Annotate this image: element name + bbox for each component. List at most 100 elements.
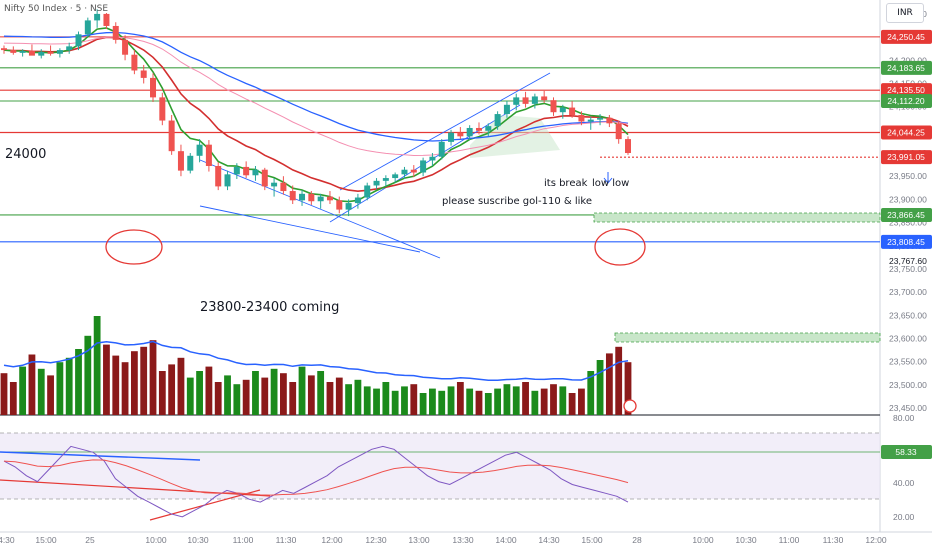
candle-body[interactable] (625, 139, 631, 154)
candle-body[interactable] (112, 25, 119, 40)
candle-body[interactable] (559, 107, 566, 113)
candle-body[interactable] (485, 126, 492, 131)
volume-bar (307, 375, 315, 415)
volume-bar (65, 357, 73, 415)
candle-body[interactable] (103, 13, 110, 26)
candle-body[interactable] (317, 196, 324, 202)
candle-body[interactable] (466, 127, 473, 137)
candle-body[interactable] (1, 48, 7, 51)
candle-body[interactable] (615, 123, 622, 140)
candle-body[interactable] (28, 51, 35, 56)
volume-bar (130, 351, 138, 415)
volume-bar (233, 384, 241, 415)
candle-body[interactable] (150, 77, 157, 98)
candle-body[interactable] (299, 193, 306, 201)
candle-body[interactable] (10, 50, 17, 53)
ema-green-line (3, 27, 629, 203)
candle-body[interactable] (373, 180, 380, 186)
down-channel-upper (199, 159, 441, 259)
volume-ma-line (3, 340, 629, 382)
volume-bar (401, 386, 408, 415)
candle-body[interactable] (75, 34, 82, 47)
candle-body[interactable] (243, 166, 250, 176)
candle-body[interactable] (122, 39, 129, 55)
candle-body[interactable] (84, 20, 91, 35)
currency-button[interactable]: INR (886, 3, 924, 23)
candle-body[interactable] (382, 178, 389, 181)
candle-body[interactable] (336, 200, 343, 210)
rsi-tick-label: 20.00 (893, 512, 915, 522)
volume-bar (252, 371, 259, 415)
candle-body[interactable] (522, 97, 529, 104)
candle-body[interactable] (280, 182, 287, 192)
candle-body[interactable] (503, 104, 510, 115)
alert-icon[interactable] (623, 399, 637, 413)
volume-bar (391, 390, 399, 415)
candle-body[interactable] (56, 50, 63, 54)
candle-body[interactable] (94, 13, 101, 21)
candle-body[interactable] (392, 174, 399, 179)
candle-body[interactable] (420, 160, 427, 173)
candle-body[interactable] (345, 203, 352, 210)
price-tick-label: 23,900.00 (889, 194, 927, 204)
candle-body[interactable] (19, 51, 26, 53)
candle-body[interactable] (205, 144, 212, 166)
candle-body[interactable] (159, 97, 166, 121)
time-tick-label: 10:00 (692, 535, 714, 545)
candle-body[interactable] (438, 141, 445, 157)
volume-bar (363, 386, 371, 415)
candle-body[interactable] (326, 196, 333, 201)
price-pane[interactable] (0, 0, 880, 415)
candle-body[interactable] (401, 169, 408, 175)
candle-body[interactable] (354, 197, 361, 204)
candle-body[interactable] (364, 185, 371, 198)
candle-body[interactable] (187, 155, 194, 171)
time-tick-label: 11:00 (233, 535, 254, 545)
candle-body[interactable] (215, 166, 222, 187)
candle-body[interactable] (531, 96, 538, 104)
volume-bar (214, 382, 222, 415)
candle-body[interactable] (271, 182, 278, 187)
price-tick-label: 23,500.00 (889, 380, 927, 390)
candle-body[interactable] (233, 166, 240, 175)
candle-body[interactable] (289, 191, 296, 201)
candle-body[interactable] (578, 114, 585, 122)
candle-body[interactable] (606, 117, 613, 124)
candle-body[interactable] (448, 132, 455, 142)
candle-body[interactable] (457, 132, 464, 137)
candle-body[interactable] (475, 127, 482, 131)
volume-bar (9, 382, 17, 415)
candle-body[interactable] (587, 119, 594, 122)
candle-body[interactable] (550, 100, 557, 113)
candle-body[interactable] (196, 144, 203, 156)
volume-bar (345, 384, 352, 415)
candle-body[interactable] (494, 114, 501, 127)
candle-body[interactable] (66, 46, 73, 51)
candle-body[interactable] (38, 51, 45, 56)
candle-body[interactable] (410, 169, 417, 173)
volume-bar (419, 393, 427, 415)
time-tick-label: 10:00 (145, 535, 167, 545)
candle-body[interactable] (168, 120, 175, 152)
candle-body[interactable] (308, 193, 315, 202)
price-badge (881, 60, 932, 75)
price-badge (881, 150, 932, 165)
candle-body[interactable] (177, 151, 184, 171)
candle-body[interactable] (131, 54, 138, 71)
candles[interactable] (1, 9, 631, 217)
candle-body[interactable] (597, 117, 604, 120)
candle-body[interactable] (140, 70, 147, 78)
candle-body[interactable] (261, 169, 268, 187)
candle-body[interactable] (541, 96, 548, 101)
candle-body[interactable] (224, 174, 231, 187)
candle-body[interactable] (513, 97, 520, 105)
candle-body[interactable] (252, 169, 259, 176)
candle-body[interactable] (47, 51, 54, 54)
price-badge-label: 24,135.50 (887, 85, 925, 95)
price-tick-label: 24,200.00 (889, 55, 927, 65)
volume-bar (298, 366, 306, 415)
up-channel-upper (339, 72, 551, 191)
candle-body[interactable] (429, 156, 436, 161)
candle-body[interactable] (569, 107, 576, 115)
